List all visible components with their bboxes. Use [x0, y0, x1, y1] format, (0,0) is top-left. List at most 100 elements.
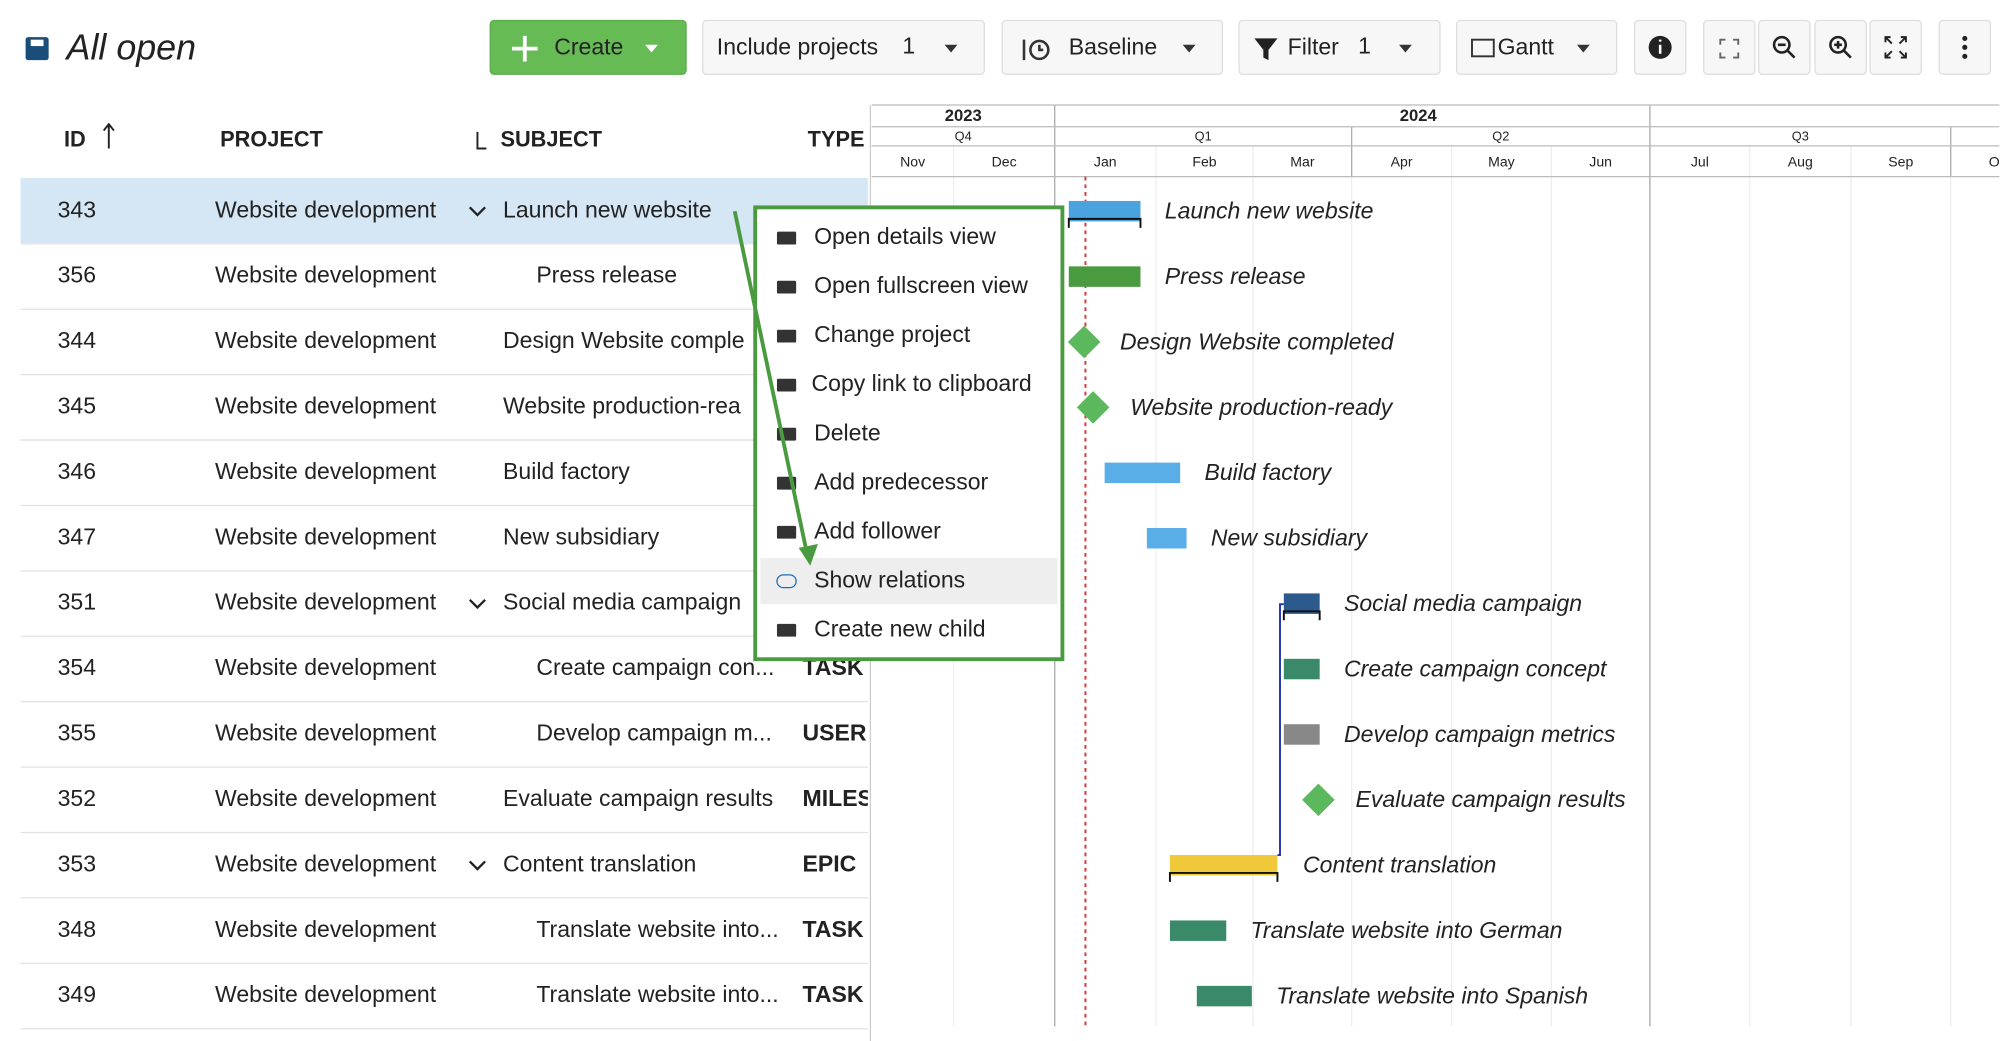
icon [1772, 35, 1791, 54]
menu-item[interactable]: Open fullscreen view [814, 272, 1028, 298]
row-type: TASK [803, 916, 864, 942]
gantt-bar[interactable] [1283, 593, 1320, 614]
quarter-label: Q1 [1195, 128, 1212, 143]
gantt-bar[interactable] [1068, 200, 1141, 222]
row-subject[interactable]: Launch new website [503, 196, 712, 222]
row-project: Website development [215, 589, 437, 615]
menu-item[interactable]: Open details view [814, 223, 996, 249]
gantt-label: Press release [1165, 263, 1306, 289]
filter-icon [1254, 38, 1278, 61]
row-id[interactable]: 351 [58, 589, 96, 615]
row-id[interactable]: 344 [58, 327, 97, 353]
row-subject[interactable]: Translate website into... [536, 981, 778, 1007]
row-project: Website development [215, 720, 437, 746]
zoom-out-button[interactable] [1758, 19, 1811, 75]
gantt-label: Build factory [1204, 459, 1332, 485]
include-projects-button[interactable] [702, 19, 985, 75]
icon [1829, 35, 1848, 54]
zoom-in-button[interactable] [1814, 19, 1867, 75]
column-header[interactable]: ID [64, 127, 86, 152]
row-subject[interactable]: Create campaign con... [536, 654, 774, 680]
menu-item[interactable]: Add predecessor [814, 468, 988, 494]
menu-item[interactable]: Create new child [814, 615, 986, 641]
row-subject[interactable]: New subsidiary [503, 523, 660, 549]
row-id[interactable]: 353 [58, 850, 96, 876]
gantt-icon [1471, 38, 1495, 58]
menu-icon [776, 329, 797, 343]
gantt-label: Design Website completed [1120, 328, 1395, 354]
icon [1719, 38, 1740, 59]
baseline-button[interactable] [1001, 19, 1224, 75]
gantt-bar[interactable] [1146, 528, 1187, 549]
row-subject[interactable]: Press release [536, 262, 677, 288]
row-subject[interactable]: Website production-rea [503, 393, 741, 419]
menu-icon [776, 378, 797, 392]
row-subject[interactable]: Content translation [503, 850, 696, 876]
row-id[interactable]: 345 [58, 393, 96, 419]
row-id[interactable]: 347 [58, 523, 96, 549]
page-title: All open [65, 27, 196, 67]
row-id[interactable]: 343 [58, 196, 96, 222]
menu-item[interactable]: Delete [814, 419, 881, 445]
month-label: Nov [900, 153, 925, 169]
expand-chevron[interactable] [468, 206, 486, 217]
filter-button[interactable] [1238, 19, 1441, 75]
menu-highlight [760, 558, 1058, 605]
row-id[interactable]: 349 [58, 981, 96, 1007]
row-subject[interactable]: Translate website into... [536, 916, 778, 942]
gantt-bracket [1282, 610, 1321, 621]
gantt-milestone[interactable] [1067, 325, 1101, 359]
include-projects-label: Include projects [717, 34, 878, 60]
row-id[interactable]: 346 [58, 458, 96, 484]
quarter-label: Q3 [1792, 128, 1809, 143]
row-project: Website development [215, 458, 437, 484]
quarter-label: Q2 [1492, 128, 1509, 143]
row-subject[interactable]: Build factory [503, 458, 630, 484]
row-subject[interactable]: Develop campaign m... [536, 720, 772, 746]
gantt-bar[interactable] [1196, 985, 1252, 1007]
menu-icon [776, 231, 797, 245]
menu-item[interactable]: Change project [814, 321, 971, 347]
row-id[interactable]: 356 [58, 262, 96, 288]
gantt-bar[interactable] [1169, 920, 1227, 941]
gantt-bar[interactable] [1283, 658, 1320, 680]
expand-chevron[interactable] [468, 860, 486, 871]
menu-item[interactable]: Show relations [814, 566, 965, 592]
zoom-auto-button[interactable] [1869, 19, 1922, 75]
gantt-bar[interactable] [1104, 462, 1181, 484]
gantt-milestone[interactable] [1076, 391, 1110, 424]
gantt-label: Translate website into German [1251, 917, 1563, 943]
row-id[interactable]: 352 [58, 785, 96, 811]
gantt-bar[interactable] [1169, 855, 1278, 876]
quarter-label: Q4 [955, 128, 972, 143]
row-id[interactable]: 355 [58, 720, 96, 746]
fullscreen-button[interactable] [1703, 19, 1756, 75]
row-id[interactable]: 348 [58, 916, 96, 942]
create-button[interactable] [489, 19, 687, 75]
menu-item[interactable]: Add follower [814, 517, 941, 543]
gantt-label: Content translation [1303, 852, 1496, 878]
row-id[interactable]: 354 [58, 654, 97, 680]
column-header[interactable]: PROJECT [220, 127, 323, 152]
column-header[interactable]: SUBJECT [500, 127, 602, 152]
icon [1962, 44, 1968, 50]
gantt-milestone[interactable] [1302, 783, 1335, 817]
icon [1777, 43, 1796, 59]
caret [1576, 44, 1590, 53]
gantt-bar[interactable] [1283, 724, 1320, 745]
gantt-bracket [1067, 217, 1142, 228]
expand-chevron[interactable] [468, 598, 486, 610]
row-subject[interactable]: Evaluate campaign results [503, 785, 773, 811]
row-project: Website development [215, 327, 437, 353]
menu-item[interactable]: Copy link to clipboard [812, 370, 1032, 396]
view-button[interactable] [1456, 19, 1618, 75]
row-subject[interactable]: Social media campaign [503, 589, 741, 615]
row-type: MILES [803, 785, 873, 811]
filter-count: 1 [1358, 32, 1371, 58]
row-subject[interactable]: Design Website comple [503, 327, 745, 353]
row-project: Website development [215, 916, 437, 942]
gantt-bar[interactable] [1068, 266, 1141, 287]
column-header[interactable]: TYPE [808, 127, 865, 152]
plus-icon [512, 35, 538, 62]
caret [1399, 44, 1412, 53]
